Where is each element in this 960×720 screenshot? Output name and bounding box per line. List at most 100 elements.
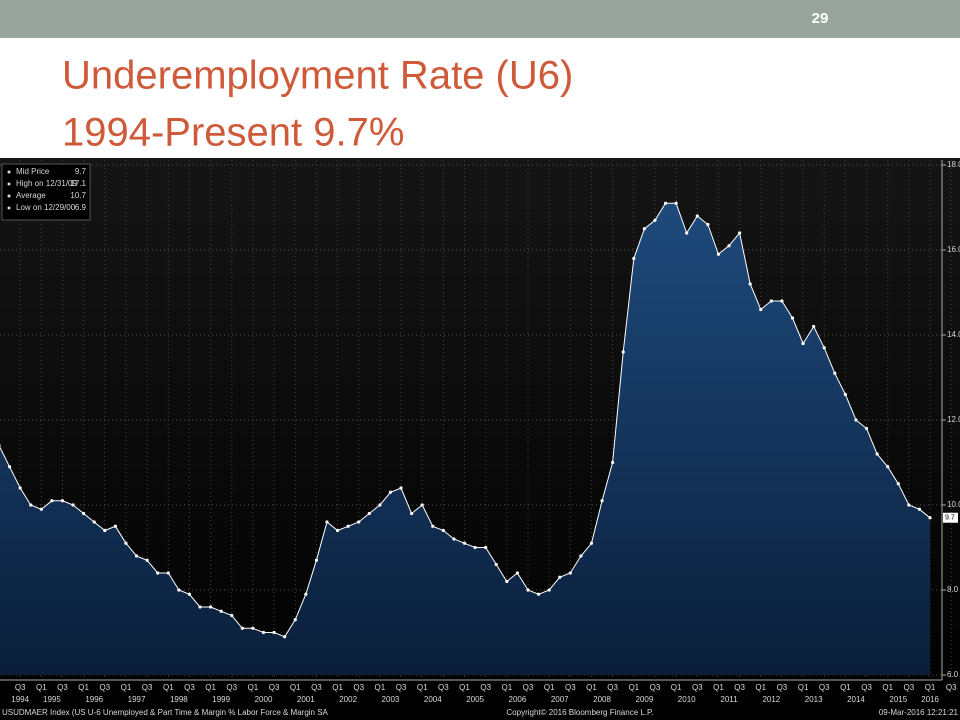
point — [600, 499, 604, 503]
area — [0, 203, 930, 675]
x-tick-label: Q1 — [925, 683, 936, 692]
x-tick-label: Q1 — [78, 683, 89, 692]
point — [261, 630, 266, 635]
point — [346, 524, 350, 528]
x-tick-label: Q3 — [15, 683, 26, 692]
x-year-label: 2002 — [339, 695, 357, 704]
x-year-label: 2001 — [297, 695, 315, 704]
x-tick-label: Q3 — [396, 683, 407, 692]
x-year-label: 1994 — [11, 695, 29, 704]
point — [790, 316, 795, 320]
point — [621, 350, 625, 354]
x-year-label: 1997 — [128, 695, 146, 704]
x-tick-label: Q3 — [523, 683, 534, 692]
x-tick-label: Q1 — [332, 683, 343, 692]
x-tick-label: Q3 — [99, 683, 110, 692]
x-tick-label: Q3 — [734, 683, 745, 692]
x-year-label: 2011 — [720, 695, 738, 704]
point — [198, 605, 202, 609]
footer-date: 09-Mar-2016 12:21:21 — [879, 708, 959, 717]
point — [177, 588, 181, 592]
point — [60, 499, 65, 503]
point — [18, 486, 22, 490]
point — [29, 503, 33, 507]
y-tick-label: 10.0 — [947, 500, 960, 509]
top-bar — [0, 0, 960, 38]
point — [473, 545, 477, 550]
legend-marker — [7, 170, 11, 174]
point — [462, 541, 467, 545]
legend-value: 9.7 — [75, 167, 87, 176]
x-tick-label: Q1 — [798, 683, 809, 692]
y-tick-label: 18.0 — [947, 160, 960, 169]
plot — [0, 160, 952, 680]
x-year-label: 2000 — [255, 695, 273, 704]
point — [547, 588, 551, 592]
x-tick-label: Q3 — [480, 683, 491, 692]
point — [748, 282, 752, 286]
point — [50, 499, 54, 503]
point — [579, 554, 583, 558]
x-year-label: 2016 — [921, 695, 939, 704]
x-tick-label: Q1 — [502, 683, 513, 692]
point — [695, 214, 699, 218]
point — [293, 618, 297, 622]
point — [812, 324, 816, 329]
x-tick-label: Q3 — [269, 683, 280, 692]
point — [92, 520, 96, 524]
x-tick-label: Q1 — [121, 683, 132, 692]
point — [589, 541, 594, 545]
legend-label: Low on 12/29/00 — [16, 203, 76, 212]
point — [864, 426, 869, 431]
x-tick-label: Q3 — [438, 683, 449, 692]
y-tick-label: 12.0 — [947, 415, 960, 424]
point — [663, 201, 668, 205]
last-value-box — [943, 512, 958, 523]
point — [420, 503, 424, 507]
x-tick-label: Q1 — [544, 683, 555, 692]
point — [367, 511, 371, 516]
chart-subtitle: 1994-Present 9.7% — [62, 111, 404, 155]
point — [536, 592, 541, 596]
x-year-label: 2005 — [466, 695, 484, 704]
point — [230, 613, 234, 618]
point — [558, 575, 562, 579]
point — [727, 244, 731, 248]
legend-value: 10.7 — [70, 191, 86, 200]
legend-label: High on 12/31/09 — [16, 179, 77, 188]
point — [759, 307, 763, 312]
point — [399, 486, 403, 490]
point — [209, 605, 213, 609]
point — [875, 452, 879, 456]
x-tick-label: Q3 — [184, 683, 195, 692]
point — [7, 465, 12, 469]
y-tick-label: 6.0 — [947, 670, 959, 679]
x-tick-label: Q1 — [248, 683, 259, 692]
point — [886, 465, 890, 469]
x-tick-label: Q1 — [163, 683, 174, 692]
point — [325, 520, 329, 524]
x-year-label: 1996 — [85, 695, 103, 704]
x-tick-label: Q3 — [650, 683, 661, 692]
point — [716, 252, 721, 256]
legend-value: 17.1 — [70, 179, 86, 188]
point — [843, 392, 848, 397]
x-year-label: 2010 — [678, 695, 696, 704]
x-tick-label: Q3 — [861, 683, 872, 692]
x-year-label: 2014 — [847, 695, 865, 704]
x-tick-label: Q1 — [713, 683, 724, 692]
y-tick-label: 16.0 — [947, 245, 960, 254]
point — [685, 231, 689, 235]
x-year-label: 2013 — [805, 695, 823, 704]
point — [71, 503, 75, 507]
point — [917, 507, 922, 511]
slide-number: 29 — [812, 10, 829, 27]
x-year-label: 1999 — [212, 695, 230, 704]
point — [124, 541, 128, 545]
y-tick-label: 8.0 — [947, 585, 959, 594]
point — [378, 503, 382, 507]
x-year-label: 2006 — [509, 695, 527, 704]
point — [166, 571, 170, 575]
x-year-label: 2012 — [762, 695, 780, 704]
point — [113, 524, 117, 528]
